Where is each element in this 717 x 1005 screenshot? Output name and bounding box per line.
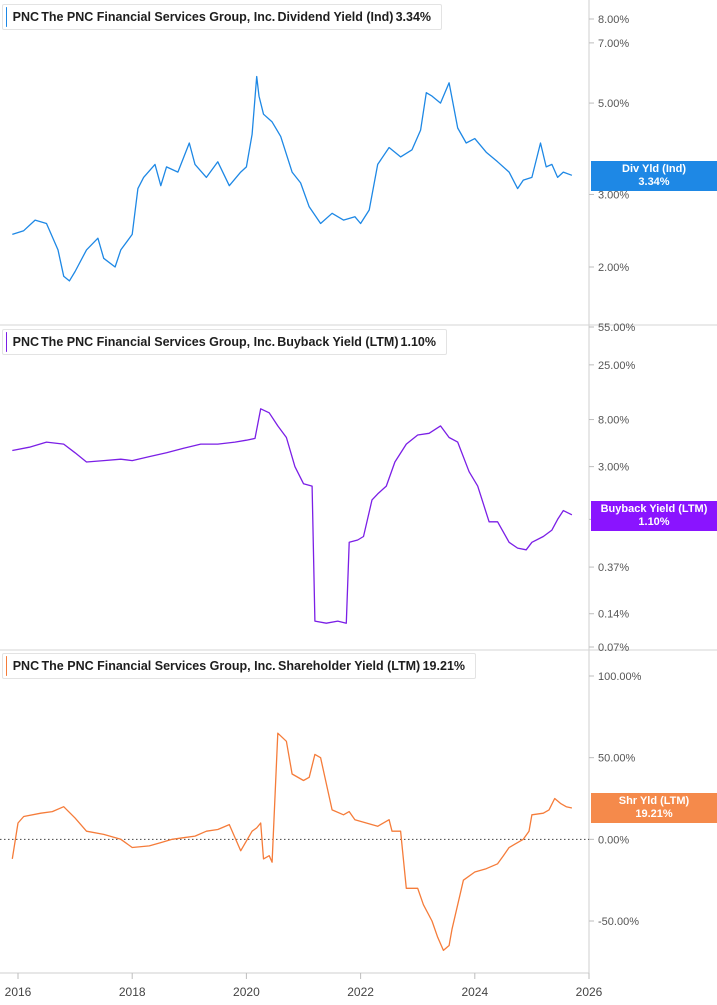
legend-ticker: PNC: [12, 10, 40, 24]
series-color-swatch: [6, 7, 7, 27]
legend-metric: Shareholder Yield (LTM): [278, 659, 421, 673]
legend-dividend-yield: PNC The PNC Financial Services Group, In…: [2, 4, 442, 30]
series-line-0: [12, 75, 573, 282]
y-tick-label: 3.00%: [598, 462, 629, 474]
y-tick-label: 0.07%: [598, 642, 629, 654]
badge-value: 3.34%: [638, 176, 670, 188]
y-tick-label: 2.00%: [598, 262, 629, 274]
y-tick-label: 100.00%: [598, 671, 642, 683]
y-tick-label: 0.00%: [598, 834, 629, 846]
legend-buyback-yield: PNC The PNC Financial Services Group, In…: [2, 329, 447, 355]
legend-value: 19.21%: [422, 659, 466, 673]
y-tick-label: 7.00%: [598, 38, 629, 50]
y-tick-label: 25.00%: [598, 360, 636, 372]
x-tick-label: 2024: [461, 985, 488, 999]
legend-value: 1.10%: [400, 335, 436, 349]
badge-value: 19.21%: [635, 808, 673, 820]
legend-value: 3.34%: [395, 10, 432, 24]
x-tick-label: 2026: [576, 985, 603, 999]
y-tick-label: 3.00%: [598, 189, 629, 201]
y-tick-label: 8.00%: [598, 415, 629, 427]
legend-company: The PNC Financial Services Group, Inc.: [41, 335, 276, 349]
x-tick-label: 2016: [5, 985, 32, 999]
series-line-2: [11, 732, 573, 952]
last-value-badge-shareholder: Shr Yld (LTM) 19.21%: [591, 793, 717, 823]
legend-shareholder-yield: PNC The PNC Financial Services Group, In…: [2, 653, 476, 679]
last-value-badge-buyback: Buyback Yield (LTM) 1.10%: [591, 501, 717, 531]
series-color-swatch: [6, 332, 7, 352]
x-tick-label: 2018: [119, 985, 146, 999]
badge-label: Shr Yld (LTM): [618, 795, 690, 807]
series-color-swatch: [6, 656, 7, 676]
y-tick-label: 8.00%: [598, 14, 629, 26]
series-line-1: [12, 408, 573, 624]
badge-label: Buyback Yield (LTM): [600, 503, 708, 515]
x-tick-label: 2022: [347, 985, 374, 999]
x-tick-label: 2020: [233, 985, 260, 999]
legend-company: The PNC Financial Services Group, Inc.: [41, 10, 276, 24]
y-tick-label: 5.00%: [598, 98, 629, 110]
last-value-badge-dividend: Div Yld (Ind) 3.34%: [591, 161, 717, 191]
y-tick-label: 0.37%: [598, 562, 629, 574]
y-tick-label: 50.00%: [598, 753, 636, 765]
legend-company: The PNC Financial Services Group, Inc.: [41, 659, 276, 673]
y-tick-label: 55.00%: [598, 322, 636, 334]
legend-metric: Buyback Yield (LTM): [277, 335, 399, 349]
legend-ticker: PNC: [12, 335, 40, 349]
legend-ticker: PNC: [12, 659, 40, 673]
legend-metric: Dividend Yield (Ind): [277, 10, 394, 24]
badge-value: 1.10%: [638, 516, 670, 528]
y-tick-label: 0.14%: [598, 609, 629, 621]
badge-label: Div Yld (Ind): [622, 163, 686, 175]
y-tick-label: -50.00%: [598, 916, 639, 928]
